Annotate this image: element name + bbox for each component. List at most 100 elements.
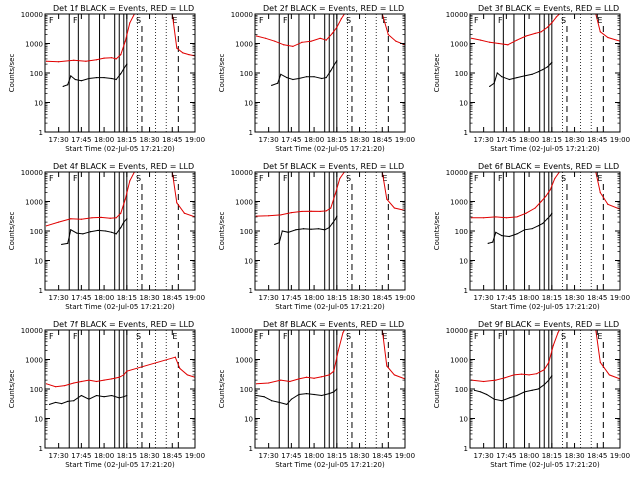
x-tick-label: 18:45 xyxy=(372,136,392,144)
flag-label: F xyxy=(283,174,288,183)
data-point-events xyxy=(546,218,548,220)
y-tick-label: 100 xyxy=(455,70,468,78)
data-point-events xyxy=(287,231,289,233)
data-point-lld xyxy=(387,34,389,36)
flag-label: E xyxy=(172,174,177,183)
data-point-events xyxy=(111,231,113,233)
data-point-events xyxy=(543,384,545,386)
x-tick-label: 19:00 xyxy=(395,452,415,460)
flag-label: F xyxy=(498,16,503,25)
data-point-lld xyxy=(124,198,126,200)
plot-frame xyxy=(254,171,406,291)
x-tick-label: 19:00 xyxy=(610,136,630,144)
x-tick-label: 18:15 xyxy=(117,136,137,144)
chart-panel-5: Det 5f BLACK = Events, RED = LLD F F S E 1 10 1… xyxy=(218,162,415,311)
data-point-lld xyxy=(319,37,321,39)
data-point-lld xyxy=(599,361,601,363)
plot-frame xyxy=(254,13,406,133)
data-point-lld xyxy=(504,377,506,379)
data-point-events xyxy=(551,375,553,377)
x-tick-label: 18:15 xyxy=(117,452,137,460)
data-point-lld xyxy=(534,32,536,34)
data-point-events xyxy=(551,61,553,63)
data-point-lld xyxy=(546,26,548,29)
data-point-events xyxy=(493,82,495,84)
data-point-lld xyxy=(608,374,610,376)
data-point-lld xyxy=(507,44,509,46)
y-tick-label: 1000 xyxy=(235,357,253,365)
data-point-events xyxy=(88,398,90,400)
data-point-events xyxy=(103,76,105,79)
data-point-lld xyxy=(280,214,282,216)
chart-title: Det 4f BLACK = Events, RED = LLD xyxy=(53,162,194,171)
flag-label: S xyxy=(561,332,566,341)
data-point-events xyxy=(120,73,122,75)
data-point-events xyxy=(126,218,128,220)
data-point-lld xyxy=(58,221,60,223)
y-tick-label: 1000 xyxy=(25,199,43,207)
x-tick-label: 18:15 xyxy=(327,136,347,144)
flag-label: F xyxy=(49,16,54,25)
data-point-lld xyxy=(489,41,491,43)
data-point-lld xyxy=(301,210,303,213)
y-tick-label: 10000 xyxy=(446,327,468,335)
data-point-events xyxy=(546,66,548,68)
x-tick-label: 17:45 xyxy=(496,294,516,302)
chart-panel-4: Det 4f BLACK = Events, RED = LLD F F S E 1 10 1… xyxy=(8,162,205,311)
data-point-events xyxy=(118,397,120,399)
y-axis-label: Counts/sec xyxy=(433,212,441,251)
data-point-lld xyxy=(528,374,530,376)
data-point-lld xyxy=(111,57,113,59)
series-line-events xyxy=(489,61,553,87)
data-point-lld xyxy=(176,202,178,204)
x-tick-label: 18:00 xyxy=(519,452,539,460)
x-tick-label: 18:45 xyxy=(587,136,607,144)
flag-label: F xyxy=(283,16,288,25)
data-point-lld xyxy=(289,380,291,383)
data-point-lld xyxy=(85,60,87,62)
data-point-lld xyxy=(534,207,536,209)
x-tick-label: 18:45 xyxy=(162,452,182,460)
y-tick-label: 10000 xyxy=(21,11,43,19)
data-point-events xyxy=(516,394,518,397)
y-tick-label: 1 xyxy=(39,129,43,137)
x-tick-label: 18:30 xyxy=(139,294,159,302)
data-point-lld xyxy=(268,215,270,217)
flag-label: E xyxy=(382,174,387,183)
data-point-lld xyxy=(188,54,190,56)
data-point-events xyxy=(333,64,335,67)
data-point-lld xyxy=(45,225,48,227)
data-point-lld xyxy=(73,382,75,384)
data-point-events xyxy=(336,388,338,390)
data-point-lld xyxy=(280,379,282,381)
data-point-lld xyxy=(336,26,338,29)
y-tick-label: 1000 xyxy=(25,357,43,365)
y-tick-label: 10 xyxy=(459,100,468,108)
data-point-events xyxy=(280,73,282,75)
data-point-events xyxy=(80,394,82,397)
data-point-events xyxy=(336,60,338,62)
data-point-lld xyxy=(395,40,397,42)
data-point-events xyxy=(328,227,330,229)
data-point-lld xyxy=(552,344,554,347)
data-point-events xyxy=(48,403,51,406)
plot-frame xyxy=(44,171,196,291)
data-point-lld xyxy=(100,216,102,218)
x-tick-label: 18:15 xyxy=(542,452,562,460)
data-point-events xyxy=(331,222,333,225)
data-point-lld xyxy=(545,195,547,197)
data-point-events xyxy=(313,393,315,396)
data-point-lld xyxy=(386,365,388,367)
data-point-events xyxy=(489,85,491,88)
data-point-lld xyxy=(540,31,542,33)
flag-label: S xyxy=(561,174,566,183)
data-point-events xyxy=(61,243,63,246)
series-line-lld xyxy=(46,172,195,227)
series-line-lld xyxy=(256,172,405,217)
data-point-events xyxy=(516,233,518,235)
y-tick-label: 1 xyxy=(249,129,253,137)
data-point-lld xyxy=(176,47,178,49)
data-point-events xyxy=(61,402,63,405)
plot-frame xyxy=(469,13,621,133)
data-point-events xyxy=(537,388,539,390)
